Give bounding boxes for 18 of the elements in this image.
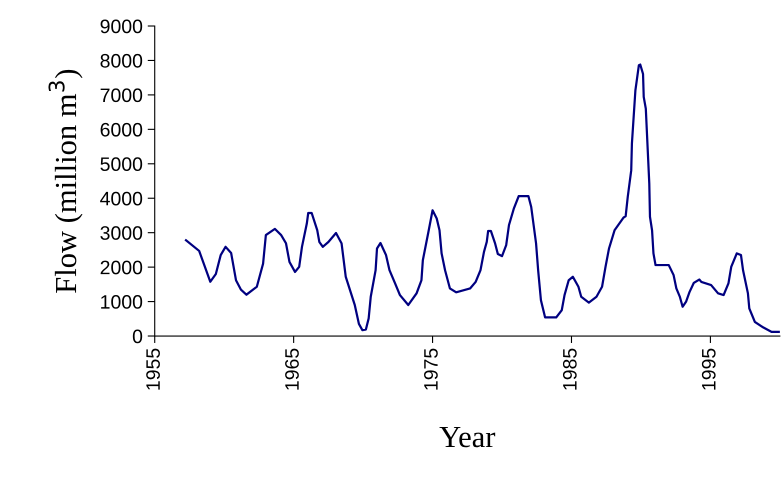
y-axis-title: Flow (million m$^{3}$) xyxy=(48,70,83,293)
y-tick-label: 1000 xyxy=(101,295,142,309)
y-tick-label: 9000 xyxy=(100,19,142,34)
x-tick-label: 1975 xyxy=(424,348,438,390)
y-tick-label: 7000 xyxy=(100,88,142,102)
line-series xyxy=(184,63,780,333)
y-tick-label: 3000 xyxy=(100,226,142,240)
x-tick-label: 1955 xyxy=(146,348,160,390)
y-tick-label: 4000 xyxy=(100,192,142,206)
x-tick-label: 1965 xyxy=(285,348,299,390)
x-tick-label: 1985 xyxy=(562,348,577,390)
y-tick-label: 2000 xyxy=(100,260,142,274)
y-tick-label: 8000 xyxy=(100,54,142,68)
x-tick-label: 1995 xyxy=(702,348,716,390)
x-axis-title: Year xyxy=(439,426,496,448)
y-tick-label: 5000 xyxy=(100,157,142,172)
y-tick-label: 6000 xyxy=(100,122,142,137)
y-tick-label: 0 xyxy=(132,329,142,344)
